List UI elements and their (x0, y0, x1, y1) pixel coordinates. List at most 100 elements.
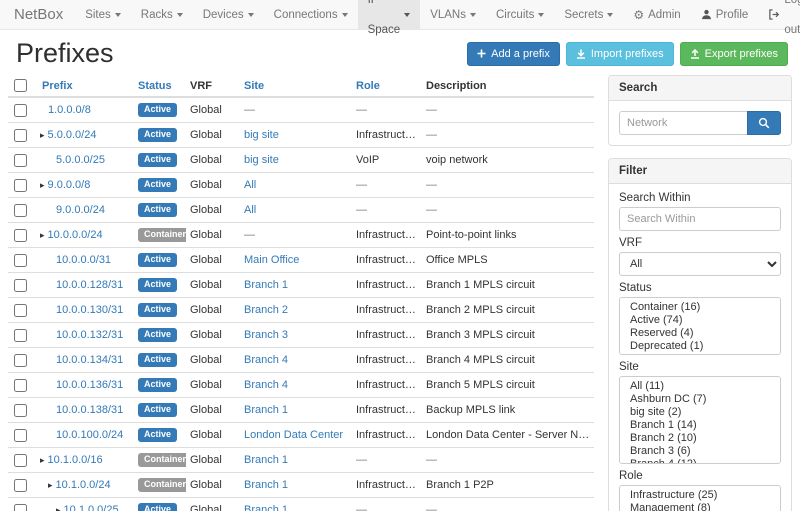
prefix-link[interactable]: 10.1.0.0/16 (47, 454, 103, 466)
search-input[interactable] (619, 111, 747, 135)
nav-item-secrets[interactable]: Secrets (554, 0, 623, 29)
prefix-link[interactable]: 10.0.0.132/31 (56, 329, 124, 341)
prefix-link[interactable]: 10.0.0.136/31 (56, 379, 124, 391)
prefix-link[interactable]: 10.0.0.134/31 (56, 354, 124, 366)
row-checkbox[interactable] (13, 303, 27, 317)
nav-item-circuits[interactable]: Circuits (486, 0, 554, 29)
row-checkbox[interactable] (13, 378, 27, 392)
site-link[interactable]: Branch 1 (244, 504, 289, 511)
select-option[interactable]: Branch 3 (6) (630, 445, 691, 457)
select-option[interactable]: Management (8) (630, 502, 711, 511)
nav-item-admin[interactable]: ⚙ Admin (623, 0, 690, 29)
select-option[interactable]: Reserved (4) (630, 327, 694, 339)
role-multiselect[interactable]: Infrastructure (25)Management (8)Private… (619, 485, 781, 511)
nav-item-vlans[interactable]: VLANs (420, 0, 486, 29)
select-option[interactable]: Branch 4 (12) (630, 458, 697, 464)
site-link[interactable]: Branch 1 (244, 404, 289, 416)
nav-item-connections[interactable]: Connections (264, 0, 358, 29)
expand-children-icon[interactable]: ▸ (40, 230, 45, 240)
nav-item-ip-space[interactable]: IP Space (357, 0, 421, 36)
site-link[interactable]: big site (244, 129, 279, 141)
expand-children-icon[interactable]: ▸ (40, 455, 45, 465)
site-link[interactable]: Main Office (244, 254, 300, 266)
select-option[interactable]: Ashburn DC (7) (630, 393, 707, 405)
select-option[interactable]: Active (74) (630, 314, 683, 326)
expand-children-icon[interactable]: ▸ (40, 180, 45, 190)
site-link[interactable]: Branch 2 (244, 304, 289, 316)
select-option[interactable]: Deprecated (1) (630, 340, 704, 352)
prefix-link[interactable]: 10.0.0.128/31 (56, 279, 124, 291)
row-checkbox[interactable] (13, 428, 27, 442)
prefix-link[interactable]: 1.0.0.0/8 (48, 104, 91, 116)
nav-item-sites[interactable]: Sites (75, 0, 131, 29)
prefix-link[interactable]: 10.0.100.0/24 (56, 429, 124, 441)
prefix-link[interactable]: 9.0.0.0/8 (47, 179, 91, 191)
table-row: 10.0.0.136/31 Active Global Branch 4 Infrast… (8, 372, 594, 398)
site-link[interactable]: London Data Center (244, 429, 344, 441)
row-checkbox[interactable] (13, 353, 27, 367)
prefix-link[interactable]: 10.0.0.0/31 (56, 254, 112, 266)
column-header-status[interactable]: Status (134, 75, 186, 98)
select-option[interactable]: Branch 2 (10) (630, 432, 697, 444)
row-checkbox[interactable] (13, 403, 27, 417)
select-option[interactable]: big site (2) (630, 406, 682, 418)
expand-children-icon[interactable]: ▸ (40, 130, 45, 140)
add-a-prefix-button[interactable]: Add a prefix (467, 41, 560, 66)
brand-logo[interactable]: NetBox (14, 6, 64, 23)
row-checkbox[interactable] (13, 228, 27, 242)
nav-item-profile[interactable]: Profile (691, 0, 759, 29)
prefix-link[interactable]: 9.0.0.0/24 (56, 204, 105, 216)
site-multiselect[interactable]: All (11) Ashburn DC (7) big site (2) Branch… (619, 376, 781, 464)
row-checkbox[interactable] (13, 203, 27, 217)
column-header-site[interactable]: Site (240, 75, 352, 98)
site-link[interactable]: Branch 3 (244, 329, 289, 341)
nav-item-racks[interactable]: Racks (131, 0, 193, 29)
expand-children-icon[interactable]: ▸ (56, 505, 61, 511)
row-checkbox[interactable] (13, 478, 27, 492)
row-checkbox[interactable] (13, 278, 27, 292)
site-link[interactable]: Branch 1 (244, 454, 289, 466)
prefix-link[interactable]: 10.0.0.130/31 (56, 304, 124, 316)
search-button[interactable] (747, 111, 781, 135)
export-prefixes-button[interactable]: Export prefixes (679, 41, 788, 66)
vrf-value: Global (190, 154, 222, 166)
site-link[interactable]: Branch 4 (244, 354, 289, 366)
select-option[interactable]: Container (16) (630, 301, 701, 313)
nav-item-log-out[interactable]: Log out (758, 0, 800, 36)
prefix-link[interactable]: 10.0.0.138/31 (56, 404, 124, 416)
row-checkbox[interactable] (13, 153, 27, 167)
prefix-link[interactable]: 10.1.0.0/24 (55, 479, 111, 491)
site-link[interactable]: big site (244, 154, 279, 166)
row-checkbox[interactable] (13, 453, 27, 467)
site-link[interactable]: All (244, 179, 257, 191)
import-prefixes-button[interactable]: Import prefixes (565, 41, 674, 66)
column-header-role[interactable]: Role (352, 75, 422, 98)
filter-label-status: Status (619, 282, 652, 294)
select-all-checkbox[interactable] (13, 79, 27, 92)
column-header-prefix[interactable]: Prefix (34, 75, 134, 98)
caret-down-icon (607, 12, 614, 17)
row-checkbox[interactable] (13, 178, 27, 192)
row-checkbox[interactable] (13, 128, 27, 142)
prefix-link[interactable]: 5.0.0.0/24 (47, 129, 97, 141)
search-within-input[interactable] (619, 207, 781, 231)
site-link[interactable]: Branch 1 (244, 279, 289, 291)
prefix-link[interactable]: 10.1.0.0/25 (63, 504, 119, 511)
prefix-link[interactable]: 10.0.0.0/24 (47, 229, 103, 241)
select-option[interactable]: Infrastructure (25) (630, 489, 718, 501)
description-cell: Office MPLS (422, 247, 594, 273)
site-link[interactable]: All (244, 204, 257, 216)
select-option[interactable]: All (11) (630, 380, 665, 392)
select-option[interactable]: Branch 1 (14) (630, 419, 697, 431)
expand-children-icon[interactable]: ▸ (48, 480, 53, 490)
row-checkbox[interactable] (13, 503, 27, 511)
status-multiselect[interactable]: Container (16) Active (74) Reserved (4) Dep… (619, 297, 781, 355)
row-checkbox[interactable] (13, 328, 27, 342)
row-checkbox[interactable] (13, 253, 27, 267)
site-link[interactable]: Branch 4 (244, 379, 289, 391)
prefix-link[interactable]: 5.0.0.0/25 (56, 154, 105, 166)
row-checkbox[interactable] (13, 103, 27, 117)
nav-item-devices[interactable]: Devices (193, 0, 264, 29)
site-link[interactable]: Branch 1 (244, 479, 289, 491)
vrf-select[interactable]: All (619, 252, 781, 276)
